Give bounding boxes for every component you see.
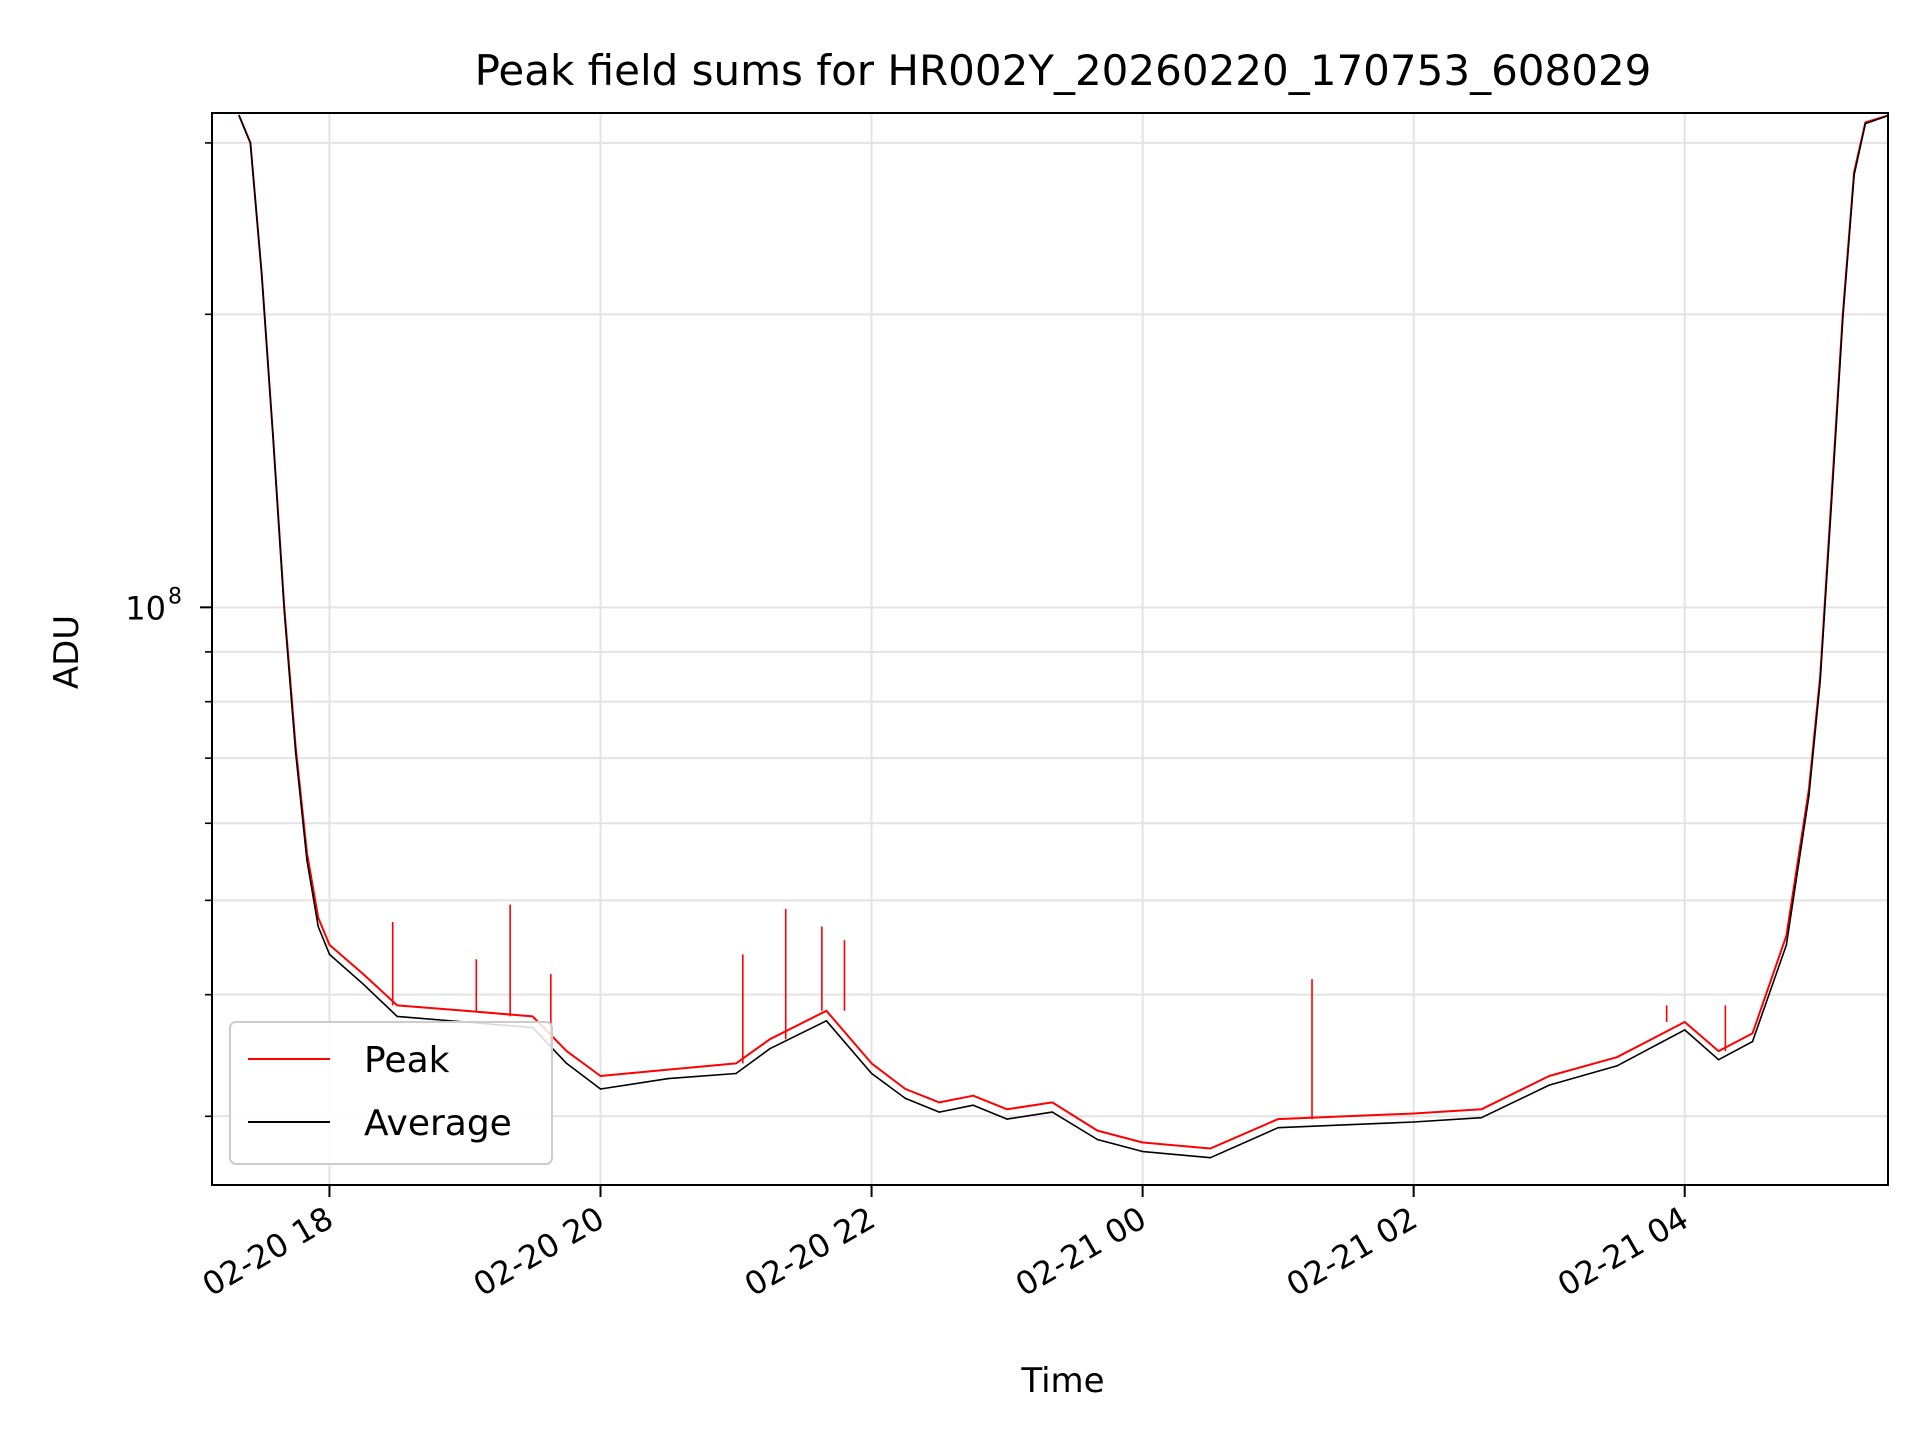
- series-point-average: [1830, 502, 1833, 504]
- series-point-average: [272, 435, 274, 437]
- series-point-average: [825, 1020, 828, 1022]
- series-point-peak: [1051, 1101, 1054, 1104]
- series-point-average: [1277, 1126, 1279, 1129]
- series-point-peak: [565, 1050, 568, 1052]
- series-point-average: [362, 983, 365, 985]
- legend: Peak Average: [229, 1021, 553, 1165]
- series-point-average: [904, 1097, 907, 1100]
- series-point-peak: [1345, 1115, 1347, 1118]
- y-tick-exponent: 8: [168, 584, 182, 609]
- series-point-average: [1480, 1116, 1483, 1119]
- series-point-average: [1141, 1150, 1144, 1153]
- series-point-average: [1616, 1065, 1618, 1067]
- series-point-peak: [531, 1015, 534, 1018]
- series-point-peak: [735, 1062, 737, 1065]
- series-point-average: [249, 142, 252, 144]
- series-point-average: [1683, 1029, 1686, 1031]
- series-point-peak: [362, 973, 365, 975]
- legend-label: Peak: [364, 1040, 450, 1081]
- series-point-peak: [1480, 1108, 1483, 1111]
- series-point-average: [667, 1077, 670, 1080]
- series-point-average: [317, 925, 320, 928]
- series-point-average: [238, 114, 240, 117]
- series-point-peak: [904, 1088, 907, 1090]
- series-point-average: [1853, 174, 1855, 176]
- series-point-peak: [1717, 1050, 1720, 1052]
- series-point-average: [1006, 1118, 1008, 1120]
- series-point-peak: [1141, 1141, 1144, 1144]
- series-point-peak: [1006, 1108, 1008, 1111]
- series-point-average: [1819, 680, 1821, 682]
- series-point-average: [1785, 944, 1788, 946]
- series-point-average: [1842, 317, 1844, 320]
- series-point-average: [1209, 1156, 1212, 1159]
- series-point-average: [870, 1072, 873, 1075]
- series-point-peak: [1751, 1032, 1754, 1035]
- series-point-average: [294, 751, 297, 753]
- series-point-peak: [1277, 1118, 1279, 1120]
- series-layer: [238, 114, 1888, 1159]
- series-point-peak: [1096, 1129, 1099, 1132]
- series-point-peak: [328, 944, 331, 946]
- x-axis-label: Time: [1020, 1361, 1104, 1401]
- series-point-average: [1096, 1138, 1099, 1141]
- series-point-peak: [464, 1010, 466, 1012]
- series-point-peak: [1785, 934, 1788, 937]
- series-point-average: [306, 859, 308, 861]
- y-axis-label: ADU: [47, 615, 87, 689]
- series-point-peak: [396, 1004, 399, 1007]
- series-point-average: [1751, 1040, 1754, 1043]
- series-point-peak: [938, 1101, 941, 1104]
- series-point-average: [1548, 1084, 1550, 1086]
- series-point-average: [1412, 1121, 1415, 1123]
- chart-title: Peak field sums for HR002Y_20260220_1707…: [475, 46, 1652, 95]
- grid: [212, 113, 1888, 1185]
- series-point-peak: [1616, 1056, 1618, 1058]
- series-point-average: [565, 1062, 568, 1065]
- series-point-peak: [599, 1075, 602, 1077]
- y-tick-label: 10: [125, 589, 166, 627]
- series-point-average: [972, 1104, 974, 1106]
- series-point-average: [769, 1047, 771, 1050]
- series-point-average: [260, 273, 263, 275]
- series-point-average: [1808, 795, 1810, 797]
- series-point-average: [1051, 1111, 1054, 1113]
- series-point-peak: [1209, 1147, 1212, 1150]
- series-point-average: [1345, 1124, 1347, 1126]
- series-point-peak: [667, 1068, 670, 1071]
- series-point-peak: [1683, 1021, 1686, 1023]
- legend-box: [229, 1021, 553, 1165]
- series-point-average: [1864, 122, 1867, 125]
- series-point-average: [938, 1111, 941, 1113]
- series-point-average: [283, 610, 286, 613]
- plot-frame: [211, 112, 1889, 1186]
- series-point-peak: [1412, 1112, 1415, 1115]
- series-point-peak: [769, 1038, 771, 1040]
- legend-label: Average: [364, 1103, 512, 1144]
- series-point-average: [396, 1015, 399, 1018]
- series-point-peak: [972, 1094, 974, 1097]
- series-point-average: [1717, 1058, 1720, 1061]
- series-point-average: [599, 1088, 602, 1090]
- series-point-peak: [870, 1062, 873, 1065]
- series-point-peak: [825, 1010, 828, 1012]
- series-point-peak: [317, 916, 320, 919]
- series-point-average: [328, 953, 331, 956]
- series-point-average: [735, 1072, 737, 1075]
- series-point-peak: [1548, 1075, 1550, 1077]
